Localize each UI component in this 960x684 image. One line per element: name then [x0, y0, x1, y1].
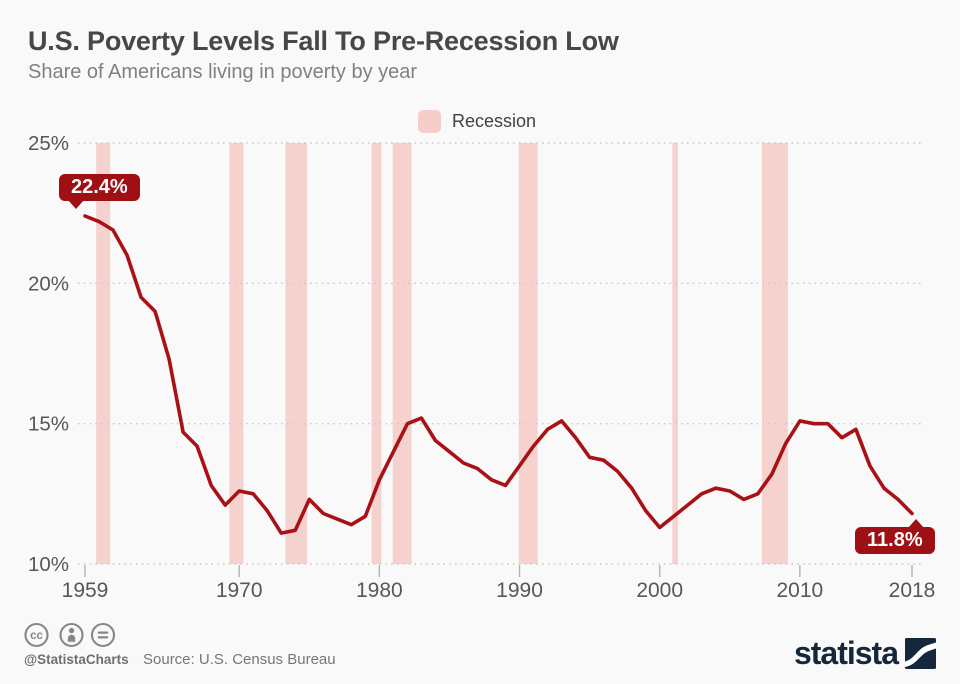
x-axis-label: 1959 — [62, 579, 109, 602]
recession-band — [672, 143, 678, 564]
legend-label: Recession — [452, 111, 537, 131]
x-axis-label: 1980 — [356, 579, 403, 602]
x-axis-label: 2010 — [777, 579, 824, 602]
statista-wordmark: statista — [793, 635, 899, 671]
recession-band — [285, 143, 308, 564]
source-attribution: Source: U.S. Census Bureau — [143, 651, 336, 668]
recession-band — [518, 143, 538, 564]
x-axis-label: 1970 — [216, 579, 263, 602]
legend: Recession — [418, 110, 536, 133]
svg-text:cc: cc — [30, 630, 43, 642]
recession-band — [229, 143, 244, 564]
start-value-badge: 22.4% — [59, 174, 140, 209]
start-value-text: 22.4% — [71, 176, 128, 198]
end-value-text: 11.8% — [867, 529, 923, 551]
statista-charts-handle: @StatistaCharts — [24, 652, 129, 667]
recession-swatch-icon — [418, 110, 441, 133]
attribution-icon — [59, 622, 84, 648]
end-value-badge: 11.8% — [855, 519, 935, 554]
x-axis-label: 2018 — [889, 579, 936, 602]
creative-commons-icons: cc — [24, 622, 116, 648]
x-axis-label: 2000 — [636, 579, 683, 602]
poverty-rate-line — [83, 214, 914, 535]
statista-brand: statista — [794, 635, 936, 672]
page-subtitle: Share of Americans living in poverty by … — [28, 61, 418, 83]
cc-icon: cc — [24, 622, 49, 648]
recession-band — [96, 143, 111, 564]
y-axis-label: 10% — [28, 553, 69, 576]
x-axis-label: 1990 — [496, 579, 543, 602]
y-axis-label: 20% — [28, 272, 69, 295]
recession-band — [371, 143, 382, 564]
y-axis-label: 25% — [28, 132, 69, 155]
statista-logo-icon — [905, 638, 936, 669]
recession-band — [392, 143, 412, 564]
page-title: U.S. Poverty Levels Fall To Pre-Recessio… — [28, 26, 619, 56]
equals-icon — [90, 622, 116, 648]
recession-band — [762, 143, 788, 564]
y-axis-label: 15% — [28, 413, 69, 436]
